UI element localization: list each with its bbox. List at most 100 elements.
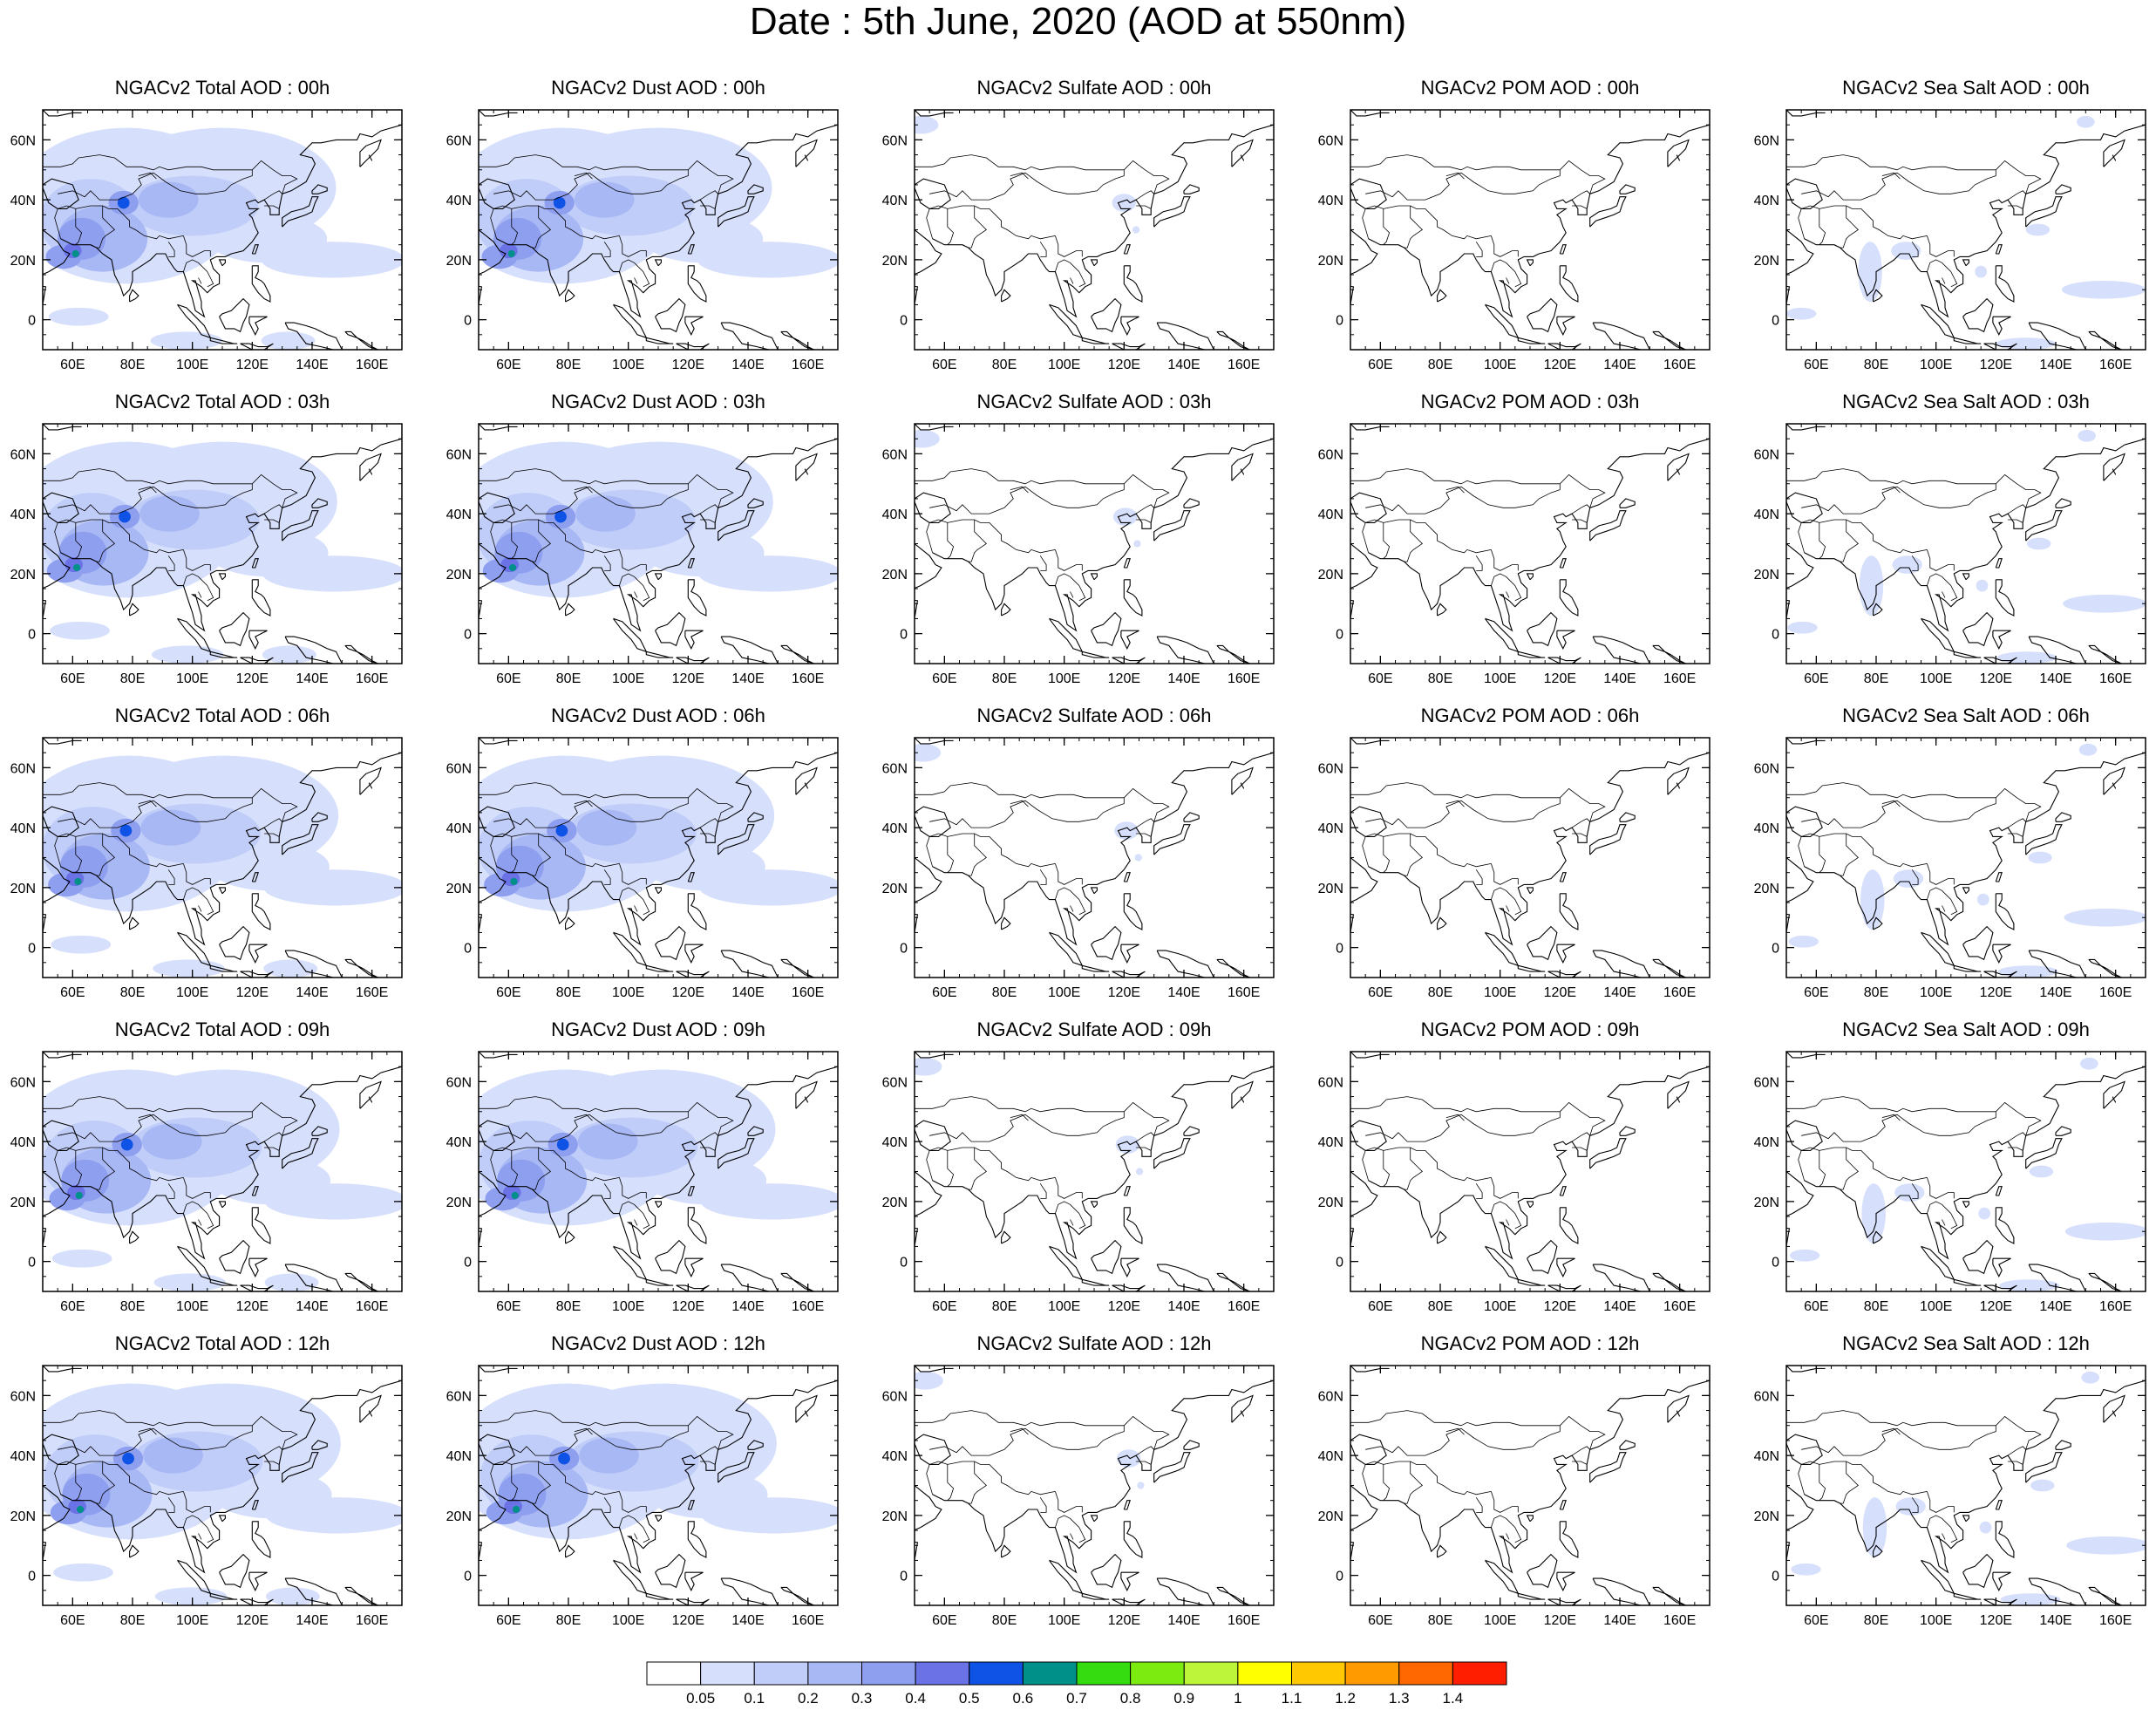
coastline <box>718 1452 755 1483</box>
x-tick-label: 160E <box>792 1299 824 1314</box>
x-tick-label: 100E <box>1920 985 1952 1000</box>
country-border <box>929 1415 1170 1456</box>
aod-shading <box>264 1273 319 1291</box>
country-border <box>96 1461 116 1504</box>
y-tick-label: 60N <box>882 1389 908 1404</box>
coastline <box>1527 1239 1558 1275</box>
x-tick-label: 100E <box>1920 1299 1952 1314</box>
x-tick-label: 60E <box>496 358 520 372</box>
x-tick-label: 60E <box>932 358 956 372</box>
y-tick-label: 20N <box>1754 254 1779 269</box>
coastline <box>1517 1278 1546 1286</box>
y-tick-label: 40N <box>446 821 472 836</box>
coastline <box>1231 453 1254 481</box>
coastline <box>676 1284 710 1291</box>
x-tick-label: 60E <box>932 985 956 1000</box>
country-border <box>1942 1533 1946 1540</box>
aod-shading <box>71 249 79 258</box>
aod-shading <box>50 1419 86 1438</box>
map-panel: 60E 80E 100E 120E 140E 160E 60N 40N 20N 0 NGACv2 P… <box>1318 1332 1711 1628</box>
country-border <box>1010 1427 1029 1435</box>
country-border <box>1786 154 1996 171</box>
country-border <box>1840 206 1860 249</box>
coastline <box>915 229 942 306</box>
country-border <box>700 833 716 837</box>
colorbar-box <box>1183 1661 1239 1686</box>
coastline <box>1804 1066 2146 1260</box>
x-tick-label: 140E <box>1603 671 1636 686</box>
map-panel: 60E 80E 100E 120E 140E 160E 60N 40N 20N 0 NGACv2 D… <box>446 77 839 372</box>
country-border <box>183 1201 214 1230</box>
coastline <box>1368 438 1710 632</box>
y-tick-label: 40N <box>10 1135 36 1150</box>
country-border <box>1491 1177 1519 1199</box>
coastline <box>60 438 402 632</box>
aod-shading <box>1786 307 1817 320</box>
map-panel: 60E 80E 100E 120E 140E 160E 60N 40N 20N 0 NGACv2 T… <box>10 1019 403 1314</box>
country-border <box>1055 1515 1086 1543</box>
y-tick-label: 60N <box>1318 133 1343 148</box>
country-border <box>915 468 1125 485</box>
country-border <box>603 1183 611 1199</box>
country-border <box>2008 205 2023 209</box>
country-border <box>699 504 718 514</box>
coastline <box>479 738 518 745</box>
x-tick-label: 140E <box>2039 985 2071 1000</box>
coastline <box>1589 1138 1627 1169</box>
coastline <box>284 950 343 978</box>
coastline <box>129 916 139 930</box>
coastline <box>43 1366 82 1373</box>
aod-shading <box>117 196 130 209</box>
country-border <box>968 206 988 249</box>
country-border <box>167 869 175 885</box>
country-border <box>619 259 650 288</box>
aod-shading <box>697 242 838 278</box>
coastline <box>219 1239 250 1275</box>
panel-title: NGACv2 Dust AOD : 06h <box>551 705 765 726</box>
coastline <box>1786 229 1814 306</box>
coastline <box>209 964 238 972</box>
x-tick-label: 140E <box>2039 358 2071 372</box>
coastline <box>1786 178 1823 209</box>
aod-shading <box>45 163 82 182</box>
aod-shading <box>915 429 940 448</box>
country-border <box>947 519 1056 554</box>
country-border <box>2007 1446 2026 1456</box>
x-tick-label: 160E <box>356 358 388 372</box>
x-tick-label: 80E <box>556 985 581 1000</box>
coastline <box>1786 1366 1826 1373</box>
x-tick-label: 160E <box>2099 671 2132 686</box>
country-border <box>603 1497 611 1513</box>
coastline <box>359 1394 382 1423</box>
aod-shading <box>153 1273 227 1291</box>
coastline <box>718 824 755 855</box>
country-border <box>1055 1491 1083 1513</box>
country-border <box>1786 782 1996 799</box>
country-border <box>926 519 948 553</box>
panel-title: NGACv2 Dust AOD : 12h <box>551 1332 765 1354</box>
x-tick-label: 160E <box>1663 1613 1696 1628</box>
coastline <box>747 498 764 508</box>
coastline <box>43 1485 71 1562</box>
country-border <box>1927 1515 1958 1543</box>
x-tick-label: 160E <box>356 671 388 686</box>
x-tick-label: 80E <box>120 671 145 686</box>
coastline <box>1001 1544 1011 1558</box>
country-border <box>1819 519 1928 554</box>
coastline <box>655 925 686 961</box>
country-border <box>926 1461 948 1495</box>
aod-shading <box>1976 579 1989 592</box>
x-tick-label: 160E <box>1228 671 1260 686</box>
x-tick-label: 80E <box>556 671 581 686</box>
country-border <box>699 190 718 201</box>
coastline <box>565 1230 575 1244</box>
coastline <box>1081 337 1110 344</box>
coastline <box>1350 1120 1387 1151</box>
y-tick-label: 20N <box>882 254 908 269</box>
aod-shading <box>49 1105 85 1124</box>
country-border <box>1362 1147 1384 1181</box>
aod-shading <box>122 1452 134 1465</box>
country-border <box>1942 1219 1946 1226</box>
map-panel: 60E 80E 100E 120E 140E 160E 60N 40N 20N 0 NGACv2 D… <box>446 1019 839 1314</box>
colorbar-label: 1.3 <box>1389 1690 1410 1706</box>
